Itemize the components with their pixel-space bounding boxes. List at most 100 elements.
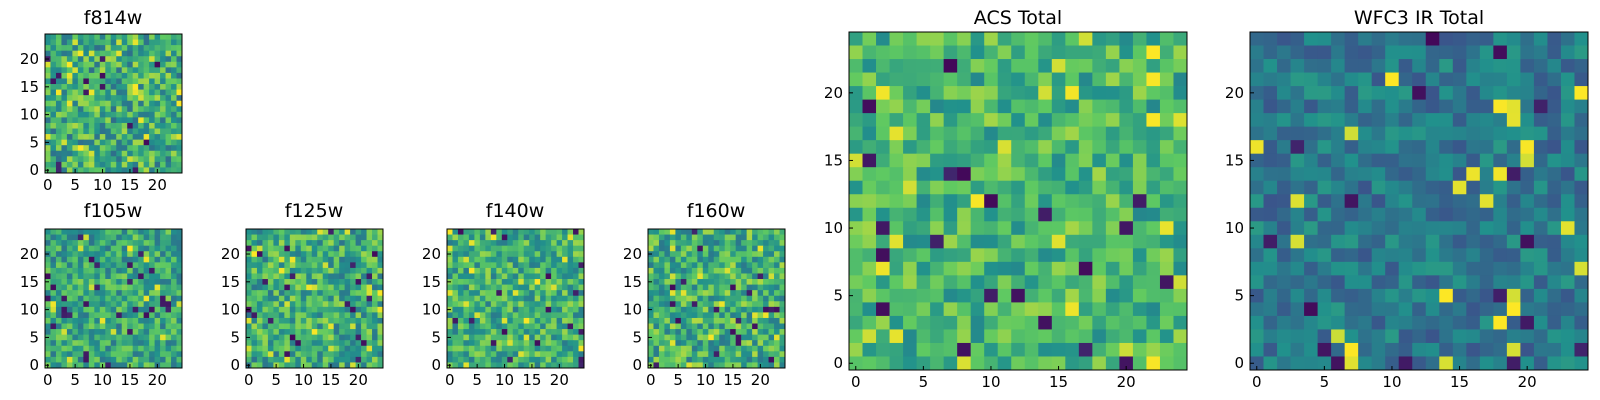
heatmap-cell: [1412, 59, 1427, 73]
heatmap-cell: [730, 334, 737, 341]
heatmap-cell: [105, 356, 112, 363]
heatmap-cell: [1574, 45, 1589, 60]
heatmap-cell: [121, 317, 128, 324]
heatmap-cell: [1466, 194, 1481, 209]
heatmap-cell: [1547, 153, 1562, 168]
heatmap-cell: [160, 106, 166, 113]
heatmap-cell: [105, 362, 112, 369]
heatmap-cell: [763, 234, 769, 241]
heatmap-cell: [50, 345, 57, 352]
heatmap-cell: [355, 234, 362, 241]
heatmap-cell: [746, 345, 753, 352]
heatmap-cell: [99, 240, 106, 247]
heatmap-cell: [1065, 140, 1080, 155]
heatmap-cell: [171, 234, 177, 241]
heatmap-cell: [262, 295, 269, 302]
heatmap-cell: [1439, 153, 1454, 168]
heatmap-cell: [970, 207, 985, 222]
heatmap-cell: [377, 306, 384, 313]
heatmap-cell: [278, 323, 285, 330]
heatmap-cell: [1358, 86, 1373, 100]
heatmap-cell: [507, 340, 514, 347]
heatmap-cell: [1358, 302, 1373, 317]
heatmap-cell: [61, 351, 68, 358]
heatmap-cell: [267, 351, 274, 358]
heatmap-cell: [691, 295, 698, 302]
heatmap-cell: [366, 356, 373, 363]
heatmap-cell: [116, 279, 123, 285]
heatmap-cell: [768, 284, 775, 291]
heatmap-cell: [116, 45, 123, 52]
heatmap-cell: [675, 317, 682, 324]
heatmap-cell: [779, 290, 786, 297]
heatmap-cell: [1385, 207, 1400, 222]
heatmap-cell: [1159, 207, 1174, 222]
heatmap-cell: [45, 134, 51, 141]
heatmap-cell: [774, 345, 780, 352]
heatmap-cell: [61, 306, 68, 313]
heatmap-cell: [1506, 153, 1521, 168]
heatmap-cell: [1051, 234, 1066, 249]
heatmap-cell: [267, 329, 274, 336]
heatmap-cell: [262, 256, 269, 263]
heatmap-cell: [165, 229, 172, 235]
heatmap-cell: [1092, 140, 1107, 155]
heatmap-cell: [984, 221, 999, 236]
heatmap-cell: [1439, 140, 1454, 155]
heatmap-cell: [138, 351, 145, 358]
heatmap-cell: [1038, 86, 1053, 100]
heatmap-cell: [545, 362, 552, 369]
heatmap-cell: [295, 251, 302, 258]
heatmap-cell: [1560, 32, 1575, 46]
heatmap-cell: [66, 306, 73, 313]
heatmap-cell: [1277, 113, 1291, 128]
heatmap-cell: [540, 306, 547, 313]
heatmap-cell: [1051, 72, 1066, 87]
y-tick-label: 0: [29, 356, 39, 374]
heatmap-cell: [83, 106, 90, 113]
heatmap-cell: [176, 273, 183, 280]
heatmap-cell: [94, 323, 101, 330]
heatmap-cells: [45, 229, 183, 369]
heatmap-cell: [121, 117, 128, 124]
heatmap-cell: [284, 356, 291, 363]
heatmap-cell: [295, 345, 302, 352]
heatmap-cell: [556, 295, 563, 302]
heatmap-cell: [1011, 221, 1026, 236]
heatmap-cell: [339, 245, 346, 252]
heatmap-cell: [61, 111, 68, 118]
heatmap-cell: [1331, 329, 1346, 344]
heatmap-cell: [768, 295, 775, 302]
heatmap-cell: [1331, 59, 1346, 73]
heatmap-cell: [1358, 113, 1373, 128]
heatmap-cell: [132, 323, 139, 330]
heatmap-cell: [344, 323, 351, 330]
heatmap-cell: [99, 273, 106, 280]
heatmap-cell: [116, 150, 123, 157]
heatmap-cell: [735, 323, 742, 330]
heatmap-cell: [664, 262, 671, 269]
heatmap-cell: [105, 245, 112, 252]
heatmap-cell: [94, 262, 101, 269]
heatmap-cell: [876, 45, 890, 60]
heatmap-cell: [333, 312, 340, 319]
heatmap-cell: [83, 306, 90, 313]
heatmap-cell: [752, 256, 758, 263]
heatmap-cell: [83, 356, 90, 363]
heatmap-cell: [763, 334, 769, 341]
heatmap-cell: [121, 39, 128, 46]
heatmap-cell: [1439, 126, 1454, 141]
heatmap-cell: [1024, 221, 1039, 236]
heatmap-cell: [452, 284, 459, 291]
heatmap-cell: [551, 323, 557, 330]
heatmap-cell: [121, 78, 128, 85]
heatmap-cell: [256, 306, 263, 313]
heatmap-cell: [328, 279, 335, 285]
heatmap-cell: [246, 351, 252, 358]
heatmap-cell: [154, 95, 161, 102]
heatmap-cell: [496, 273, 503, 280]
heatmap-cell: [752, 323, 758, 330]
heatmap-cell: [730, 312, 737, 319]
heatmap-cell: [1479, 99, 1494, 114]
